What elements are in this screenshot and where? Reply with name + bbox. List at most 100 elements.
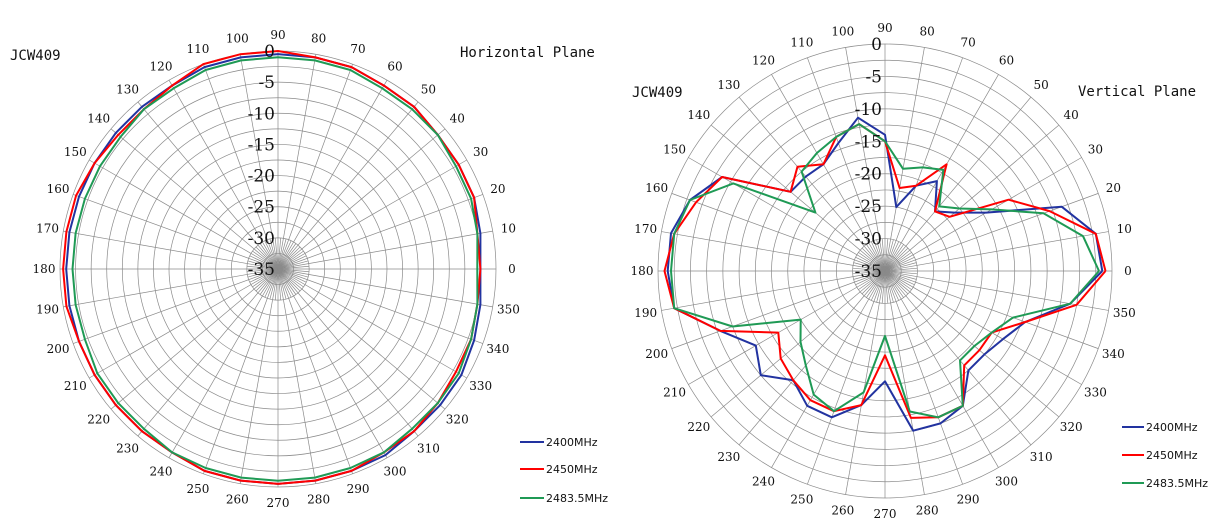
angle-tick-label: 260 [831, 503, 854, 517]
angle-tick-label: 210 [64, 379, 87, 393]
angle-tick-label: 310 [1030, 450, 1053, 464]
angle-tick-label: 260 [226, 492, 249, 506]
grid-spoke [277, 194, 483, 270]
grid-spoke-minor [884, 270, 915, 286]
series-line-24835mhz [670, 123, 1100, 419]
grid-spoke-minor [852, 270, 886, 275]
grid-spoke [168, 80, 279, 270]
radial-tick-label: -15 [248, 135, 275, 155]
grid-spoke-minor [853, 270, 886, 280]
grid-spoke [277, 268, 388, 458]
angle-tick-label: 10 [1117, 222, 1132, 236]
grid-spoke-minor [884, 270, 889, 304]
grid-spoke-minor [881, 238, 886, 272]
grid-spoke-minor [255, 268, 279, 292]
angle-tick-label: 290 [957, 492, 980, 506]
angle-tick-label: 330 [1084, 386, 1107, 400]
grid-spoke [661, 270, 886, 311]
grid-spoke-minor [247, 260, 279, 270]
radial-tick-label: 0 [871, 35, 882, 55]
grid-spoke [884, 270, 1060, 418]
grid-spoke [884, 47, 925, 272]
angle-tick-label: 90 [877, 21, 892, 35]
grid-spoke-minor [277, 268, 307, 283]
angle-tick-label: 70 [350, 42, 365, 56]
plane-label-horizontal: Horizontal Plane [460, 45, 595, 61]
angle-tick-label: 220 [687, 420, 710, 434]
grid-spoke-minor [246, 265, 279, 270]
angle-tick-label: 30 [1088, 143, 1103, 157]
grid-spoke [137, 101, 279, 270]
grid-spoke-minor [255, 246, 279, 270]
angle-tick-label: 200 [645, 347, 668, 361]
angle-tick-label: 10 [501, 221, 516, 235]
grid-spoke-minor [277, 246, 301, 270]
grid-spoke [203, 268, 279, 474]
angle-tick-label: 100 [831, 25, 854, 39]
grid-spoke [277, 64, 353, 270]
grid-spoke [688, 270, 886, 385]
grid-spoke [884, 74, 999, 272]
grid-spoke [671, 270, 886, 349]
radial-tick-label: -35 [855, 262, 882, 282]
grid-spoke-minor [876, 239, 886, 272]
legend-label-2450: 2450MHz [1146, 449, 1198, 462]
grid-spoke-minor [855, 256, 886, 272]
angle-tick-label: 80 [311, 32, 326, 46]
grid-spoke-minor [277, 243, 297, 270]
radial-tick-label: -30 [248, 229, 275, 249]
grid-spoke-minor [858, 252, 886, 272]
angle-tick-label: 230 [717, 450, 740, 464]
grid-spoke [884, 270, 1032, 446]
grid-spoke-minor [277, 268, 282, 301]
angle-tick-label: 190 [634, 306, 657, 320]
angle-tick-label: 280 [307, 492, 330, 506]
angle-tick-label: 130 [717, 78, 740, 92]
angle-tick-label: 150 [64, 145, 87, 159]
legend-label-2400: 2400MHz [546, 436, 598, 449]
grid-spoke-minor [884, 270, 909, 295]
grid-spoke [277, 128, 446, 270]
grid-spoke-minor [264, 268, 279, 298]
grid-spoke-minor [274, 268, 279, 301]
grid-spoke [239, 268, 279, 484]
plane-label-vertical: Vertical Plane [1078, 84, 1196, 100]
grid-spoke-minor [884, 270, 904, 298]
grid-spoke-minor [870, 270, 886, 301]
grid-spoke [884, 157, 1082, 272]
grid-spoke-minor [852, 267, 886, 272]
grid-spoke [710, 270, 886, 418]
radial-tick-label: -10 [248, 104, 275, 124]
grid-spoke-minor [277, 268, 287, 300]
angle-tick-label: 280 [916, 503, 939, 517]
grid-spoke [277, 268, 493, 308]
grid-spoke-minor [277, 268, 304, 288]
angle-tick-label: 70 [960, 36, 975, 50]
grid-spoke [63, 268, 279, 308]
grid-spoke-minor [884, 252, 912, 272]
grid-spoke [110, 128, 279, 270]
grid-spoke-minor [866, 270, 886, 298]
grid-spoke-minor [259, 268, 279, 295]
grid-spoke [277, 80, 388, 270]
angle-tick-label: 110 [187, 42, 210, 56]
angle-tick-label: 90 [270, 28, 285, 42]
angle-tick-label: 150 [663, 143, 686, 157]
angle-tick-label: 180 [33, 262, 56, 276]
grid-spoke-minor [884, 239, 894, 272]
grid-spoke [807, 270, 886, 485]
grid-spoke [884, 270, 925, 495]
grid-spoke [771, 270, 886, 468]
angle-tick-label: 20 [1106, 181, 1121, 195]
grid-spoke-minor [884, 270, 918, 275]
angle-tick-label: 180 [631, 264, 654, 278]
grid-spoke [884, 57, 963, 272]
angle-tick-label: 240 [752, 474, 775, 488]
radial-tick-label: -5 [865, 67, 882, 87]
angle-tick-label: 190 [36, 303, 59, 317]
grid-spoke-minor [870, 241, 886, 272]
angle-tick-label: 350 [497, 303, 520, 317]
legend-horizontal: 2400MHz 2450MHz 2483.5MHz [520, 436, 608, 505]
angle-tick-label: 170 [36, 221, 59, 235]
